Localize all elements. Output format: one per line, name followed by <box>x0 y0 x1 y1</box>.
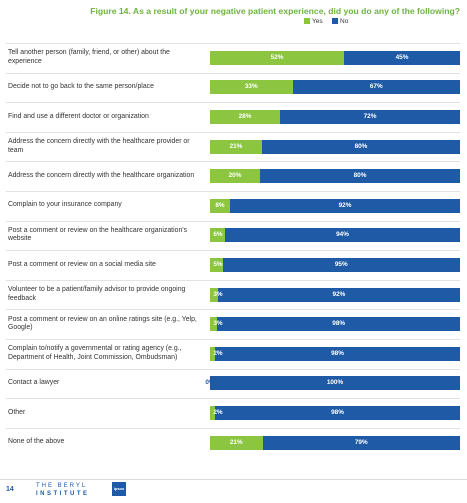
bar-no <box>260 169 460 184</box>
data-label-no: 72% <box>363 113 377 120</box>
bar-yes <box>210 198 230 213</box>
category-label: Contact a lawyer <box>8 378 60 386</box>
bar-yes <box>210 169 260 184</box>
data-label-no: 79% <box>354 438 368 446</box>
data-label-yes: 5% <box>213 261 223 268</box>
data-label-yes: 52% <box>270 53 284 61</box>
bar-no <box>217 287 460 302</box>
data-label-yes: 28% <box>238 113 252 120</box>
legend-swatch-no <box>332 18 338 24</box>
legend-label-yes: Yes <box>312 18 323 25</box>
legend-label-no: No <box>340 18 349 25</box>
category-label: Post a comment or review on the healthca… <box>8 226 188 243</box>
category-label: None of the above <box>8 438 65 446</box>
page-number: 14 <box>6 486 14 493</box>
legend-item-no: No <box>332 18 348 25</box>
data-label-yes: 8% <box>215 201 225 209</box>
bar-no <box>225 228 460 243</box>
category-label: Other <box>8 408 26 416</box>
legend-swatch-yes <box>304 18 310 24</box>
data-label-no: 45% <box>395 53 409 61</box>
bar-yes <box>210 435 263 450</box>
logo-line-1: THE BERYL <box>36 483 88 489</box>
footer-divider <box>0 479 467 480</box>
data-label-no: 95% <box>334 261 348 268</box>
data-label-yes: 6% <box>213 231 223 239</box>
row-divider <box>6 72 460 74</box>
row-divider <box>6 279 460 281</box>
bar-yes <box>210 50 345 65</box>
bar-yes <box>210 110 280 124</box>
data-label-yes: 33% <box>244 83 258 91</box>
category-label: Decide not to go back to the same person… <box>8 82 154 90</box>
bar-no <box>222 258 460 272</box>
data-label-no: 80% <box>353 172 367 180</box>
bar-yes <box>210 317 218 332</box>
data-label-no: 92% <box>338 201 352 209</box>
category-label: Find and use a different doctor or organ… <box>8 112 149 120</box>
bar-no <box>215 346 460 361</box>
data-label-no: 98% <box>331 349 344 357</box>
row-divider <box>6 339 460 340</box>
bar-no <box>292 80 460 95</box>
data-label-yes: 3% <box>213 290 223 298</box>
bar-no <box>344 50 460 65</box>
category-label: Address the concern directly with the he… <box>8 138 190 154</box>
bar-yes <box>210 258 223 272</box>
data-label-yes: 3% <box>213 320 223 328</box>
bar-yes <box>210 80 293 95</box>
bar-yes <box>210 139 262 154</box>
category-label: Address the concern directly with the he… <box>8 171 195 179</box>
category-label: Post a comment or review on a social med… <box>8 260 156 268</box>
data-label-no: 92% <box>332 290 346 298</box>
row-divider <box>6 102 460 104</box>
row-divider <box>6 191 460 192</box>
data-label-yes: 21% <box>229 142 243 150</box>
category-label: Volunteer to be a patient/family advisor… <box>8 286 186 302</box>
data-label-yes: 2% <box>213 409 223 416</box>
data-label-no: 80% <box>354 142 368 150</box>
data-label-no: 94% <box>336 231 349 239</box>
category-label: Complain to your insurance company <box>8 201 122 209</box>
bar-no <box>217 317 460 332</box>
data-label-yes: 0% <box>205 379 215 387</box>
row-divider <box>6 250 460 252</box>
legend-item-yes: Yes <box>304 18 323 25</box>
row-divider <box>6 43 460 44</box>
category-label: Complain to/notify a governmental or rat… <box>8 345 182 361</box>
bar-no <box>261 139 460 154</box>
data-label-no: 98% <box>332 320 346 328</box>
bar-yes <box>210 406 215 420</box>
data-label-yes: 2% <box>213 349 223 357</box>
row-divider <box>6 368 460 370</box>
bar-no <box>262 435 460 450</box>
category-label: Tell another person (family, friend, or … <box>8 49 170 65</box>
bar-no <box>215 406 460 420</box>
beryl-institute-logo: THE BERYL INSTITUTE <box>36 482 106 498</box>
row-divider <box>6 398 460 400</box>
bar-yes <box>210 287 218 302</box>
logo-line-2: INSTITUTE <box>36 491 90 497</box>
bar-no <box>210 376 460 391</box>
bar-yes <box>210 228 225 243</box>
bar-no <box>230 198 460 213</box>
row-divider <box>6 220 460 222</box>
bar-no <box>280 110 460 124</box>
row-divider <box>6 427 460 429</box>
data-label-no: 67% <box>369 83 383 91</box>
ipsos-logo: Ipsos <box>112 482 126 496</box>
category-label: Post a comment or review on an online ra… <box>8 315 197 332</box>
data-label-no: 98% <box>331 409 344 416</box>
row-divider <box>6 131 460 133</box>
chart-title: Figure 14. As a result of your negative … <box>90 6 460 16</box>
bar-yes <box>210 346 215 361</box>
row-divider <box>6 161 460 163</box>
row-divider <box>6 309 460 311</box>
data-label-yes: 20% <box>228 172 242 180</box>
data-label-no: 100% <box>326 379 344 387</box>
data-label-yes: 21% <box>229 438 243 446</box>
